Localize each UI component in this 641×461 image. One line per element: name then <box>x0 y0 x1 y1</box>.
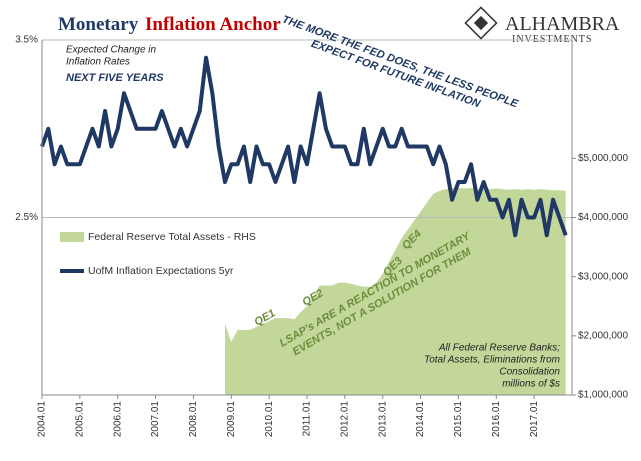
x-tick-label: 2009.01 <box>226 401 237 438</box>
x-tick-label: 2012.01 <box>339 401 350 438</box>
x-tick-label: 2004.01 <box>37 401 48 438</box>
x-tick-label: 2014.01 <box>415 401 426 438</box>
annotation: NEXT FIVE YEARS <box>66 72 164 84</box>
legend: Federal Reserve Total Assets - RHS UofM I… <box>60 231 256 277</box>
x-tick-label: 2005.01 <box>74 401 85 438</box>
chart-title-accent: Inflation Anchor <box>145 14 281 35</box>
x-tick-label: 2007.01 <box>150 401 161 438</box>
annotation-text: Consolidation <box>499 367 560 378</box>
logo-mark-inner <box>473 15 489 31</box>
x-tick-label: 2010.01 <box>264 401 275 438</box>
y2-tick-label: $3,000,000 <box>578 271 628 282</box>
chart-title: Monetary <box>58 14 139 35</box>
x-tick-label: 2015.01 <box>453 401 464 438</box>
legend-label: UofM Inflation Expectations 5yr <box>88 265 234 277</box>
y2-tick-label: $4,000,000 <box>578 212 628 223</box>
logo-mark <box>464 6 498 40</box>
x-tick-label: 2016.01 <box>491 401 502 438</box>
line <box>40 55 568 238</box>
annotation-text: Expected Change in <box>66 45 157 56</box>
x-tick-label: 2017.01 <box>529 401 540 438</box>
x-tick-label: 2011.01 <box>302 401 313 437</box>
y-tick-label: 2.5% <box>15 212 38 223</box>
annotation-text: NEXT FIVE YEARS <box>66 72 164 84</box>
y2-tick-label: $5,000,000 <box>578 153 628 164</box>
x-tick-label: 2006.01 <box>112 401 123 438</box>
annotation-text: Inflation Rates <box>66 57 130 68</box>
annotation-text: All Federal Reserve Banks; <box>438 343 560 354</box>
y2-tick-label: $2,000,000 <box>578 330 628 341</box>
annotation-text: millions of $s <box>502 379 560 390</box>
legend-label: Federal Reserve Total Assets - RHS <box>88 231 256 243</box>
annotation-text: Total Assets, Eliminations from <box>424 355 560 366</box>
x-tick-label: 2013.01 <box>377 401 388 438</box>
legend-swatch <box>60 232 84 242</box>
logo-text: ALHAMBRA <box>505 13 620 35</box>
area <box>224 187 566 395</box>
x-tick-label: 2008.01 <box>188 401 199 438</box>
y-tick-label: 3.5% <box>15 35 38 46</box>
y2-tick-label: $1,000,000 <box>578 390 628 401</box>
annotation: All Federal Reserve Banks;Total Assets, … <box>424 343 560 390</box>
